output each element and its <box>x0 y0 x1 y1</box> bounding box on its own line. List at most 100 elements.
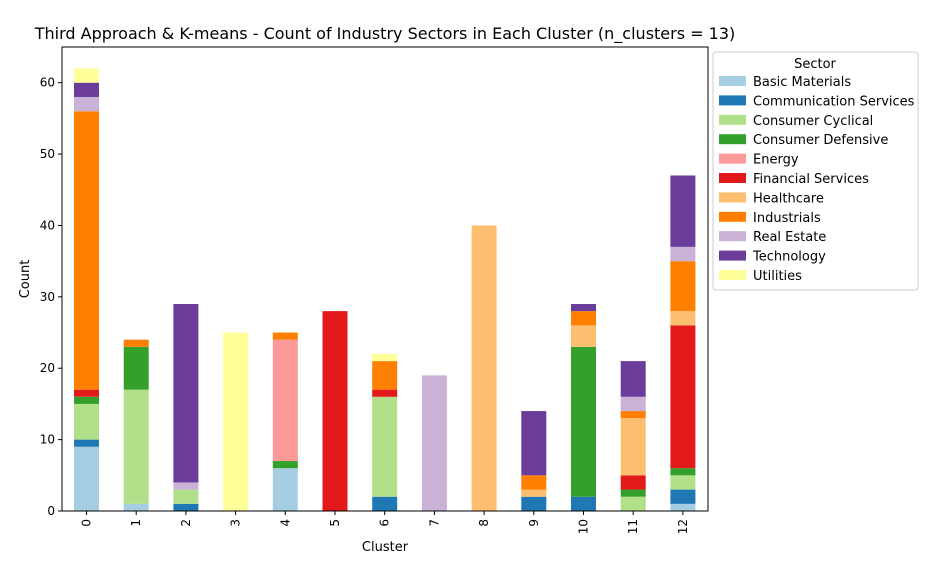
bar-segment-cluster-0-series-7 <box>74 111 99 390</box>
bar-segment-cluster-10-series-7 <box>571 311 596 326</box>
legend-entry-label: Industrials <box>753 211 821 226</box>
legend-entry-label: Communication Services <box>753 94 915 109</box>
bar-segment-cluster-12-series-5 <box>670 325 696 469</box>
bar-segment-cluster-11-series-5 <box>620 475 646 490</box>
legend-entry-label: Consumer Defensive <box>753 133 888 148</box>
legend-entry-label: Financial Services <box>753 172 869 187</box>
bar-segment-cluster-7-series-8 <box>421 375 447 511</box>
bar-segment-cluster-4-series-7 <box>272 332 298 340</box>
bar-segment-cluster-4-series-4 <box>272 339 298 462</box>
legend-box <box>712 51 919 291</box>
x-axis-ticks: 0 1 2 3 4 5 6 7 8 9 10 11 12 <box>80 511 690 534</box>
bar-segment-cluster-11-series-9 <box>620 361 646 397</box>
bar-segment-cluster-11-series-6 <box>620 418 646 476</box>
bar-segment-cluster-12-series-3 <box>670 468 696 476</box>
chart-title: Third Approach & K-means - Count of Indu… <box>34 24 735 44</box>
legend-swatch <box>719 134 746 145</box>
legend-entry-label: Technology <box>752 250 826 265</box>
bar-segment-cluster-2-series-9 <box>173 303 199 483</box>
bar-segment-cluster-0-series-2 <box>74 403 99 440</box>
x-axis-label: Cluster <box>362 540 409 555</box>
legend-swatch <box>719 270 746 280</box>
y-tick-label: 40 <box>40 218 55 232</box>
bar-segment-cluster-2-series-2 <box>173 489 199 504</box>
x-tick-label: 10 <box>577 519 591 534</box>
bar-segment-cluster-6-series-2 <box>372 396 398 497</box>
y-tick-label: 60 <box>40 76 55 90</box>
legend-title: Sector <box>794 57 836 72</box>
bars-group <box>74 68 696 511</box>
bar-segment-cluster-6-series-10 <box>372 353 398 362</box>
y-tick-label: 0 <box>47 504 55 518</box>
bar-segment-cluster-1-series-2 <box>123 389 149 504</box>
bar-segment-cluster-12-series-2 <box>670 475 696 490</box>
bar-segment-cluster-9-series-9 <box>521 411 547 476</box>
bar-segment-cluster-10-series-3 <box>571 346 596 497</box>
bar-segment-cluster-1-series-7 <box>123 339 149 347</box>
x-tick-label: 3 <box>229 519 243 527</box>
bar-segment-cluster-6-series-5 <box>372 389 398 397</box>
bar-segment-cluster-8-series-6 <box>471 225 497 511</box>
legend-swatch <box>719 76 746 86</box>
legend: Sector Basic Materials Communication Serv… <box>712 51 919 291</box>
bar-segment-cluster-2-series-1 <box>173 503 199 511</box>
legend-entry-label: Basic Materials <box>753 75 851 90</box>
bar-segment-cluster-12-series-9 <box>670 175 696 247</box>
bar-segment-cluster-4-series-0 <box>272 468 298 511</box>
y-axis-ticks: 0 10 20 30 40 50 60 <box>40 76 62 518</box>
bar-segment-cluster-5-series-5 <box>322 311 348 511</box>
legend-swatch <box>719 231 746 242</box>
legend-swatch <box>719 114 746 125</box>
bar-segment-cluster-0-series-3 <box>74 396 99 404</box>
legend-swatch <box>719 173 746 183</box>
y-tick-label: 20 <box>40 361 55 375</box>
bar-segment-cluster-0-series-10 <box>74 68 99 83</box>
legend-swatch <box>719 250 746 261</box>
bar-segment-cluster-11-series-8 <box>620 396 646 412</box>
bar-segment-cluster-9-series-1 <box>521 496 547 511</box>
x-tick-label: 9 <box>527 519 541 527</box>
bar-segment-cluster-0-series-9 <box>74 82 99 97</box>
bar-segment-cluster-12-series-8 <box>670 246 696 262</box>
legend-entry-label: Consumer Cyclical <box>753 114 873 129</box>
legend-swatch <box>719 192 746 203</box>
bar-segment-cluster-9-series-6 <box>521 489 547 497</box>
x-tick-label: 8 <box>477 519 491 527</box>
bar-segment-cluster-6-series-1 <box>372 496 398 511</box>
x-tick-label: 12 <box>676 519 690 534</box>
y-tick-label: 50 <box>40 147 55 161</box>
legend-items: Basic Materials Communication Services Con… <box>719 75 915 284</box>
legend-entry-label: Real Estate <box>753 230 826 245</box>
x-tick-label: 11 <box>626 519 640 534</box>
x-tick-label: 2 <box>179 519 193 527</box>
y-tick-label: 10 <box>40 433 55 447</box>
legend-entry-label: Energy <box>753 153 799 168</box>
bar-segment-cluster-0-series-5 <box>74 389 99 397</box>
bar-segment-cluster-0-series-8 <box>74 96 99 112</box>
legend-swatch <box>719 95 746 106</box>
x-tick-label: 6 <box>378 519 392 527</box>
bar-segment-cluster-0-series-0 <box>74 446 99 511</box>
bar-segment-cluster-0-series-1 <box>74 439 99 447</box>
bar-segment-cluster-1-series-0 <box>123 503 149 511</box>
y-axis-label: Count <box>18 260 33 299</box>
legend-entry-label: Utilities <box>753 269 802 284</box>
legend-swatch <box>719 211 746 222</box>
bar-segment-cluster-12-series-1 <box>670 489 696 504</box>
y-tick-label: 30 <box>40 290 55 304</box>
bar-segment-cluster-11-series-7 <box>620 411 646 419</box>
bar-segment-cluster-12-series-7 <box>670 261 696 312</box>
bar-segment-cluster-10-series-1 <box>571 496 596 511</box>
bar-segment-cluster-4-series-3 <box>272 461 298 469</box>
bar-segment-cluster-1-series-3 <box>123 346 149 390</box>
x-tick-label: 5 <box>328 519 342 527</box>
bar-segment-cluster-6-series-7 <box>372 361 398 390</box>
bar-segment-cluster-11-series-3 <box>620 489 646 497</box>
bar-segment-cluster-12-series-0 <box>670 503 696 511</box>
bar-segment-cluster-12-series-6 <box>670 311 696 326</box>
bar-segment-cluster-10-series-9 <box>571 303 596 312</box>
bar-segment-cluster-3-series-10 <box>223 332 249 511</box>
x-tick-label: 1 <box>129 519 143 527</box>
